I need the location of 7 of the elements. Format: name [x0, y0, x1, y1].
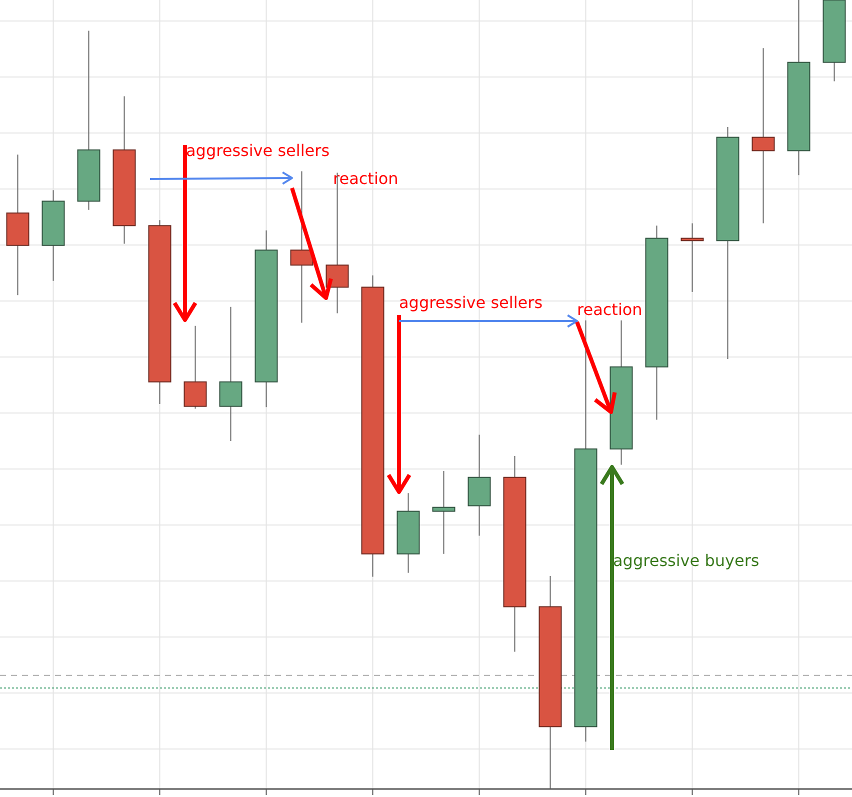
candlestick — [752, 48, 775, 224]
candlestick — [432, 470, 456, 554]
candlestick — [680, 222, 704, 292]
annotation: aggressive sellers — [186, 141, 330, 160]
annotation: reaction — [577, 300, 642, 319]
annotation: aggressive sellers — [399, 293, 543, 312]
annotation: aggressive buyers — [613, 551, 760, 570]
